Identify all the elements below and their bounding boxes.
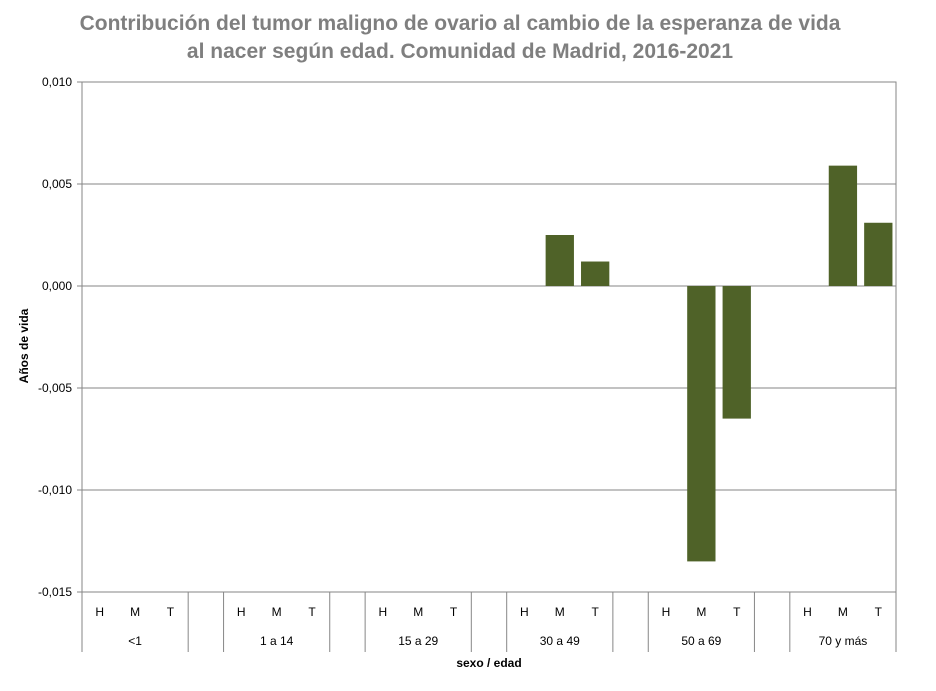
y-tick-label: 0,010 [42, 75, 72, 89]
x-tick-label: T [167, 605, 175, 619]
y-tick-label: -0,005 [38, 381, 72, 395]
x-tick-label: H [237, 605, 246, 619]
bar [864, 222, 893, 286]
x-tick-label: M [555, 605, 565, 619]
y-tick-label: -0,010 [38, 483, 72, 497]
x-tick-label: M [272, 605, 282, 619]
y-tick-label: 0,000 [42, 279, 72, 293]
x-tick-label: M [413, 605, 423, 619]
x-axis-table: H M T <1 H M T 1 a 14 H M T 15 a 29 H M T 30 a 49 H M T 50 … [81, 591, 897, 652]
group-label: 50 a 69 [681, 634, 721, 648]
bar [545, 235, 574, 286]
plot-area [81, 81, 897, 593]
x-tick-label: M [696, 605, 706, 619]
x-tick-label: H [662, 605, 671, 619]
bar [722, 286, 751, 419]
y-axis-label: Años de vida [17, 308, 31, 383]
x-tick-label: H [95, 605, 104, 619]
chart-title-line-1: Contribución del tumor maligno de ovario… [79, 12, 841, 35]
group-label: <1 [128, 634, 142, 648]
x-tick-label: H [378, 605, 387, 619]
x-tick-label: T [592, 605, 600, 619]
bar [828, 165, 858, 286]
x-tick-label: T [733, 605, 741, 619]
y-tick-label: -0,015 [38, 585, 72, 599]
x-tick-label: H [803, 605, 812, 619]
group-label: 15 a 29 [398, 634, 438, 648]
group-label: 30 a 49 [540, 634, 580, 648]
y-tick-label: 0,005 [42, 177, 72, 191]
y-axis-ticks: 0,010 0,005 0,000 -0,005 -0,010 -0,015 [38, 75, 72, 599]
x-tick-label: M [838, 605, 848, 619]
chart-title: Contribución del tumor maligno de ovario… [0, 10, 920, 66]
x-tick-label: M [130, 605, 140, 619]
group-label: 70 y más [819, 634, 868, 648]
group-label: 1 a 14 [260, 634, 294, 648]
bars [545, 165, 893, 562]
x-tick-label: T [308, 605, 316, 619]
bar [687, 286, 716, 562]
x-tick-label: T [450, 605, 458, 619]
bar [581, 261, 610, 286]
x-tick-label: H [520, 605, 529, 619]
chart-title-line-2: al nacer según edad. Comunidad de Madrid… [186, 40, 734, 63]
x-axis-label: sexo / edad [456, 656, 521, 670]
gridlines [77, 81, 897, 593]
x-tick-label: T [875, 605, 883, 619]
